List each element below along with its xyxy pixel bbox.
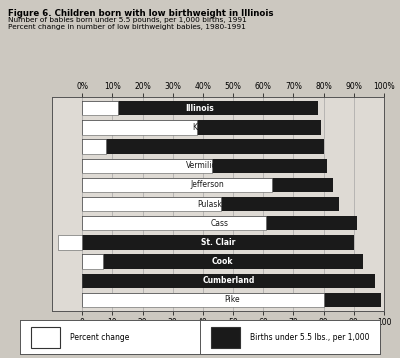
Text: Knox: Knox bbox=[192, 123, 211, 132]
Text: St. Clair: St. Clair bbox=[201, 238, 235, 247]
Bar bbox=[82, 216, 266, 231]
Bar bbox=[58, 235, 82, 250]
Text: Vermilion: Vermilion bbox=[186, 161, 222, 170]
Bar bbox=[82, 120, 197, 135]
Text: Illinois: Illinois bbox=[186, 104, 214, 113]
Text: Pike: Pike bbox=[224, 295, 239, 304]
Bar bbox=[31, 327, 60, 348]
Text: Births under 5.5 lbs., per 1,000: Births under 5.5 lbs., per 1,000 bbox=[250, 333, 370, 342]
Text: Cumberland: Cumberland bbox=[202, 276, 255, 285]
Bar bbox=[82, 178, 272, 192]
Bar bbox=[82, 139, 324, 154]
Text: Percent change in number of low birthweight babies, 1980-1991: Percent change in number of low birthwei… bbox=[8, 24, 246, 30]
Bar bbox=[82, 159, 212, 173]
Bar bbox=[82, 159, 327, 173]
Text: Figure 6. Children born with low birthweight in Illinois: Figure 6. Children born with low birthwe… bbox=[8, 9, 274, 18]
Text: Percent change: Percent change bbox=[70, 333, 130, 342]
Bar bbox=[82, 197, 221, 211]
Bar bbox=[82, 139, 106, 154]
Bar bbox=[82, 293, 324, 307]
Text: Number of babies born under 5.5 pounds, per 1,000 births, 1991: Number of babies born under 5.5 pounds, … bbox=[8, 17, 247, 23]
Text: Pulaski: Pulaski bbox=[197, 199, 224, 209]
Bar bbox=[211, 327, 240, 348]
Text: Cass: Cass bbox=[210, 219, 228, 228]
Bar bbox=[82, 255, 363, 269]
Text: Jefferson: Jefferson bbox=[190, 180, 224, 189]
Bar bbox=[82, 235, 354, 250]
Bar bbox=[82, 120, 321, 135]
Bar bbox=[82, 101, 118, 115]
Text: Cook: Cook bbox=[212, 257, 233, 266]
Bar bbox=[82, 216, 357, 231]
Bar bbox=[82, 101, 318, 115]
Bar bbox=[82, 197, 339, 211]
Bar bbox=[82, 178, 333, 192]
Text: Kankakee: Kankakee bbox=[184, 142, 222, 151]
Bar bbox=[82, 293, 381, 307]
Bar bbox=[82, 274, 375, 288]
Bar bbox=[82, 255, 103, 269]
